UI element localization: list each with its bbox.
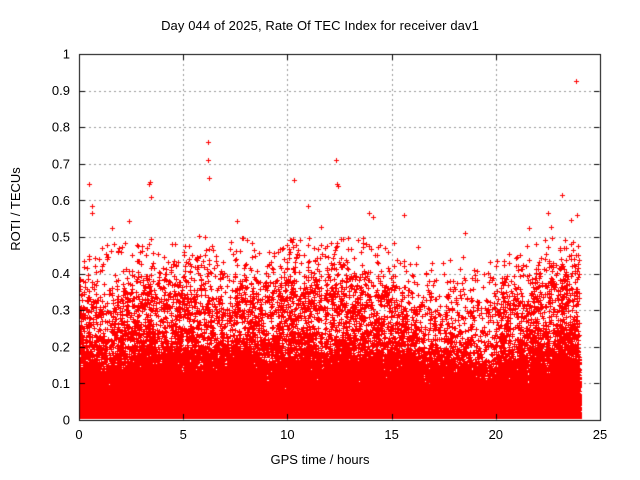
x-axis-label: GPS time / hours — [270, 452, 370, 467]
y-axis-label: ROTI / TECUs — [8, 167, 23, 251]
y-axis-label-wrapper: ROTI / TECUs — [7, 119, 25, 299]
